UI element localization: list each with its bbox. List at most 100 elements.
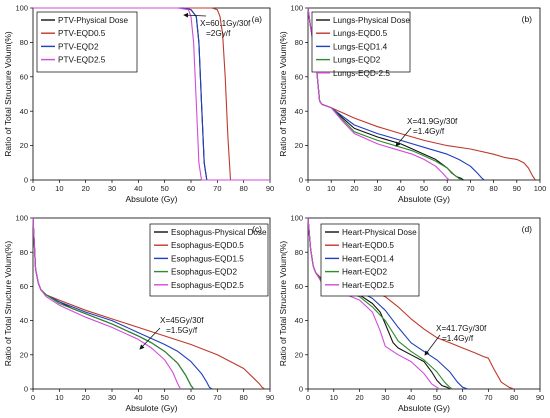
x-tick-label: 20 — [350, 184, 358, 193]
y-tick-label: 80 — [20, 38, 28, 47]
legend-label: Lungs-Physical Dose — [333, 16, 410, 25]
y-tick-label: 0 — [299, 385, 303, 394]
x-tick-label: 70 — [213, 184, 221, 193]
legend-label: Heart-EQD1.4 — [342, 254, 394, 263]
annotation-fraction: =2Gy/f — [206, 29, 231, 38]
x-tick-label: 30 — [108, 184, 116, 193]
x-tick-label: 90 — [536, 393, 544, 402]
x-tick-label: 30 — [381, 393, 389, 402]
x-tick-label: 80 — [239, 393, 247, 402]
legend-box — [149, 223, 269, 297]
legend-label: PTV-Physical Dose — [58, 16, 129, 25]
y-axis-label: Ratio of Total Structure Volum(%) — [278, 241, 288, 367]
x-tick-label: 30 — [373, 184, 381, 193]
x-tick-label: 70 — [484, 393, 492, 402]
legend-label: Heart-Physical Dose — [342, 228, 417, 237]
legend-label: Esophagus-EQD1.5 — [171, 254, 244, 263]
y-tick-label: 0 — [24, 385, 28, 394]
y-tick-label: 40 — [20, 316, 28, 325]
chart-panel-3: 0 10 20 30 40 50 60 70 80 90 0 20 40 60 80 100 Absulote … — [3, 214, 274, 413]
panel-label: (d) — [522, 224, 533, 234]
y-tick-label: 0 — [299, 176, 303, 185]
x-axis-label: Absulote (Gy) — [126, 194, 178, 204]
x-tick-label: 50 — [433, 393, 441, 402]
y-tick-label: 20 — [295, 350, 303, 359]
legend-label: Esophagus-EQD2.5 — [171, 281, 244, 290]
x-tick-label: 90 — [266, 184, 274, 193]
panel-label: (a) — [252, 14, 263, 24]
x-tick-label: 0 — [31, 393, 35, 402]
panel-label: (c) — [252, 224, 262, 234]
y-tick-label: 60 — [20, 72, 28, 81]
y-tick-label: 40 — [295, 107, 303, 116]
y-tick-label: 80 — [295, 248, 303, 257]
x-tick-label: 40 — [397, 184, 405, 193]
y-tick-label: 40 — [295, 316, 303, 325]
x-tick-label: 90 — [266, 393, 274, 402]
x-tick-label: 90 — [513, 184, 521, 193]
annotation-arrow — [395, 127, 412, 147]
y-tick-label: 80 — [20, 248, 28, 257]
x-tick-label: 0 — [306, 393, 310, 402]
annotation-fraction: =1.5Gy/f — [166, 326, 198, 335]
annotation-arrow — [139, 327, 161, 350]
x-tick-label: 70 — [213, 393, 221, 402]
x-tick-label: 10 — [55, 393, 63, 402]
legend-label: Esophagus-Physical Dose — [171, 228, 267, 237]
series-line-5 — [32, 217, 181, 390]
annotation-arrow — [424, 334, 441, 356]
y-axis-label: Ratio of Total Structure Volum(%) — [3, 31, 13, 157]
x-tick-label: 70 — [466, 184, 474, 193]
panel-label: (b) — [522, 14, 533, 24]
y-tick-label: 20 — [20, 141, 28, 150]
x-axis-label: Absulote (Gy) — [398, 194, 450, 204]
x-tick-label: 50 — [420, 184, 428, 193]
annotation-fraction: =1.4Gy/f — [413, 127, 445, 136]
x-tick-label: 10 — [330, 393, 338, 402]
x-tick-label: 80 — [489, 184, 497, 193]
legend-label: Heart-EQD0.5 — [342, 241, 394, 250]
annotation-dose: X=41.9Gy/30f — [407, 117, 458, 126]
legend-box — [36, 11, 138, 73]
x-axis-label: Absulote (Gy) — [398, 403, 450, 413]
legend-label: Esophagus-EQD2 — [171, 268, 237, 277]
y-tick-label: 0 — [24, 176, 28, 185]
x-tick-label: 80 — [510, 393, 518, 402]
chart-panel-2: 0 10 20 30 40 50 60 70 80 90 100 0 20 40 60 80 100 Absulo… — [278, 4, 546, 204]
x-tick-label: 50 — [160, 393, 168, 402]
legend-box — [311, 11, 411, 73]
y-axis-label: Ratio of Total Structure Volum(%) — [278, 31, 288, 157]
chart-panel-4: 0 10 20 30 40 50 60 70 80 90 0 20 40 60 80 100 Absulote … — [278, 214, 544, 413]
x-tick-label: 20 — [81, 393, 89, 402]
x-tick-label: 60 — [187, 184, 195, 193]
y-tick-label: 60 — [295, 282, 303, 291]
x-tick-label: 60 — [443, 184, 451, 193]
y-tick-label: 100 — [15, 4, 28, 13]
plot-frame — [32, 217, 271, 390]
series-line-2 — [33, 7, 270, 181]
y-tick-label: 60 — [20, 282, 28, 291]
y-tick-label: 100 — [290, 4, 303, 13]
annotation-arrow — [183, 12, 207, 18]
x-axis-label: Absulote (Gy) — [126, 403, 178, 413]
x-tick-label: 20 — [355, 393, 363, 402]
y-tick-label: 20 — [295, 141, 303, 150]
legend-box — [320, 223, 420, 297]
y-tick-label: 20 — [20, 350, 28, 359]
y-tick-label: 60 — [295, 72, 303, 81]
x-tick-label: 50 — [160, 184, 168, 193]
x-tick-label: 40 — [134, 393, 142, 402]
x-tick-label: 20 — [81, 184, 89, 193]
chart-panel-1: 0 10 20 30 40 50 60 70 80 90 0 20 40 60 80 100 Absulote … — [3, 4, 274, 204]
legend-label: Lungs-EQD2 — [333, 56, 381, 65]
legend-label: Heart-EQD2.5 — [342, 281, 394, 290]
x-tick-label: 10 — [55, 184, 63, 193]
y-tick-label: 80 — [295, 38, 303, 47]
legend-label: Lungs-EQD0.5 — [333, 29, 388, 38]
x-tick-label: 10 — [327, 184, 335, 193]
legend-label: PTV-EQD0.5 — [58, 29, 106, 38]
legend-label: Heart-EQD2 — [342, 268, 387, 277]
x-tick-label: 40 — [134, 184, 142, 193]
legend-label: Lungs-EQD1.4 — [333, 42, 388, 51]
